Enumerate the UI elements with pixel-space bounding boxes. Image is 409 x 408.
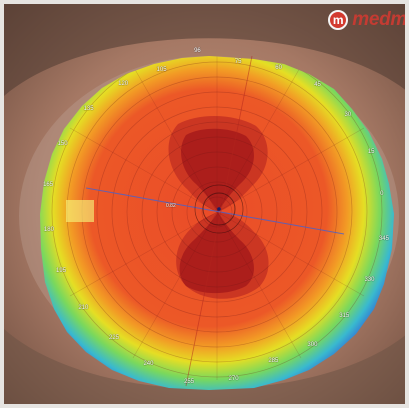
pupil-rings (194, 184, 244, 234)
grid-rings (51, 56, 383, 378)
axis-label-255: 255 (184, 378, 195, 385)
axis-label-105: 105 (156, 67, 167, 74)
axis-label-60: 60 (275, 64, 282, 71)
axis-label-345: 345 (378, 235, 389, 242)
axis-label-240: 240 (143, 360, 154, 367)
axis-label-180: 180 (43, 226, 54, 233)
corneal-topography-map (4, 4, 405, 404)
reflection-highlight (66, 200, 94, 222)
curvature-map (40, 56, 394, 390)
center-readout: 0.82 (166, 203, 176, 209)
axis-label-135: 135 (83, 105, 94, 112)
axis-label-96: 96 (194, 47, 201, 54)
logo-mark: m (328, 10, 349, 30)
upper-eyelid (4, 4, 405, 96)
medmont-logo: m medm (328, 9, 407, 31)
axis-label-30: 30 (344, 112, 352, 118)
axis-label-165: 165 (43, 182, 54, 189)
axis-label-225: 225 (109, 334, 120, 341)
axis-label-330: 330 (364, 277, 375, 284)
axis-label-195: 195 (56, 268, 67, 275)
axis-label-45: 45 (314, 81, 321, 88)
axis-label-75: 75 (234, 58, 242, 65)
pupil-center-marker (217, 207, 221, 211)
axis-label-150: 150 (57, 140, 68, 147)
axis-label-270: 270 (228, 376, 239, 383)
axis-label-15: 15 (367, 148, 375, 155)
axis-label-315: 315 (339, 312, 350, 319)
steep-axis-line (85, 55, 345, 387)
axis-label-300: 300 (307, 341, 318, 348)
axis-label-285: 285 (268, 358, 279, 365)
axis-label-0: 0 (380, 191, 384, 198)
grid-spokes (69, 56, 365, 380)
logo-text: medm (352, 9, 407, 30)
axis-label-120: 120 (118, 81, 129, 88)
lower-eyelid (4, 329, 405, 404)
axis-label-210: 210 (78, 305, 89, 312)
